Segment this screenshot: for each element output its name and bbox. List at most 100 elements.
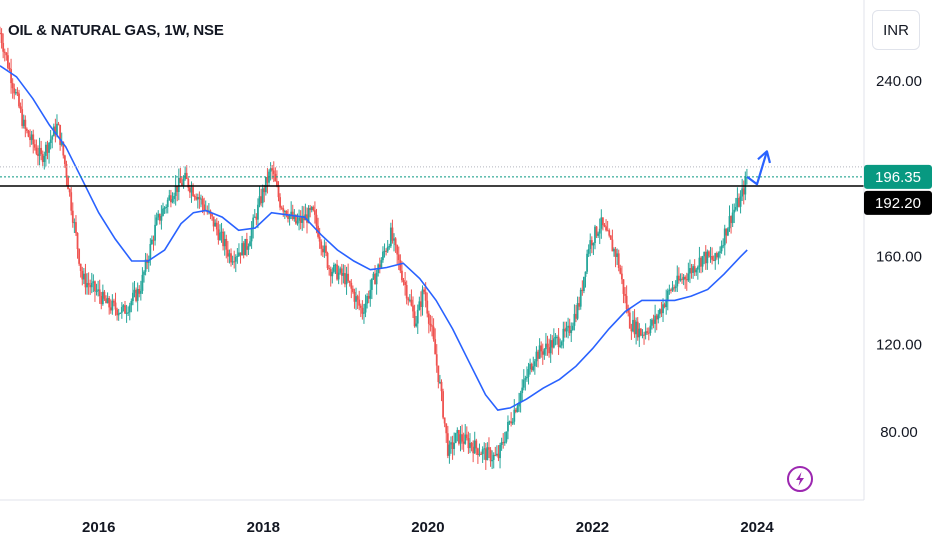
candle-body [728,216,731,229]
candle-body [359,305,362,308]
candle-body [503,441,506,444]
candle-body [443,417,446,424]
candle-body [435,354,438,366]
candle-body [299,217,302,223]
candle-body [701,256,704,267]
candle-body [478,453,481,455]
candle-body [695,269,698,273]
candle-body [492,454,495,460]
candle-body [244,239,247,256]
candle-body [309,208,312,211]
candle-body [301,215,304,223]
candle-body [456,430,459,434]
candle-body [30,134,33,141]
candle-body [397,254,400,261]
candle-body [274,173,277,182]
time-tick-label: 2022 [576,519,609,536]
candle-body [295,214,297,224]
candle-body [3,51,6,53]
candle-body [521,387,524,393]
candle-body [522,379,525,388]
projection-arrow[interactable] [746,150,768,186]
time-axis[interactable]: 2016 2018 2020 2022 2024 [82,519,774,536]
candle-body [114,302,117,310]
candle-body [497,453,500,459]
candle-body [154,224,156,241]
time-tick-label: 2024 [740,519,774,536]
candle-body [489,449,492,462]
candle-body [385,250,388,252]
candle-body [445,423,448,434]
candle-body [8,67,11,70]
candle-body [738,197,740,207]
candle-body [326,252,329,269]
candle-body [71,210,74,223]
lightning-icon[interactable] [787,466,813,492]
candle-body [242,243,245,256]
candle-body [690,268,693,273]
candle-body [340,268,343,276]
candle-body [255,216,258,220]
candle-body [261,188,264,204]
candle-body [29,136,31,141]
currency-button[interactable]: INR [872,10,920,50]
candle-body [420,301,422,307]
candle-body [500,442,503,445]
candle-body [37,153,39,156]
candle-body [179,177,182,183]
candle-body [454,433,457,443]
candle-body [416,309,419,324]
candle-body [356,296,359,300]
candle-body [269,168,272,172]
candle-body [220,231,223,233]
moving-average-line [0,65,748,411]
candle-body [38,147,41,156]
candle-body [391,227,394,241]
candle-body [540,345,543,352]
candle-body [225,238,228,250]
candle-body [331,271,334,277]
candle-body [665,299,668,308]
candle-body [321,248,324,253]
candle-body [27,130,30,137]
candle-body [226,249,229,257]
candle-body [195,197,198,200]
candle-body [597,233,600,236]
level-price-tag-bg [864,190,932,215]
candle-body [70,192,73,211]
candle-body [353,291,356,302]
candle-body [584,271,587,277]
candle-body [65,163,68,178]
candle-body [374,273,376,285]
candle-body [339,268,342,273]
last-price-tag-text: 196.35 [875,169,921,186]
price-axis[interactable]: 240.00 160.00 120.00 80.00 [876,73,922,441]
candle-body [549,340,552,354]
candle-body [363,312,365,314]
candle-body [120,307,123,313]
candle-body [689,268,691,274]
level-price-tag-text: 192.20 [875,195,921,212]
candle-body [149,243,152,260]
candle-body [279,197,281,208]
candle-body [97,289,100,291]
candle-body [685,279,688,281]
candle-body [494,454,497,456]
candle-body [252,217,255,229]
candle-body [613,249,615,252]
candle-body [602,217,604,226]
candle-body [731,212,734,224]
candle-body [136,288,139,301]
candle-body [510,421,513,424]
candle-body [513,409,516,422]
candle-body [727,228,729,236]
candle-body [570,330,573,334]
candle-body [571,325,574,331]
candle-body [682,276,685,280]
candle-body [133,289,136,293]
candle-body [219,232,221,240]
candle-body [230,253,232,263]
candle-body [589,240,592,249]
candle-body [627,309,630,313]
